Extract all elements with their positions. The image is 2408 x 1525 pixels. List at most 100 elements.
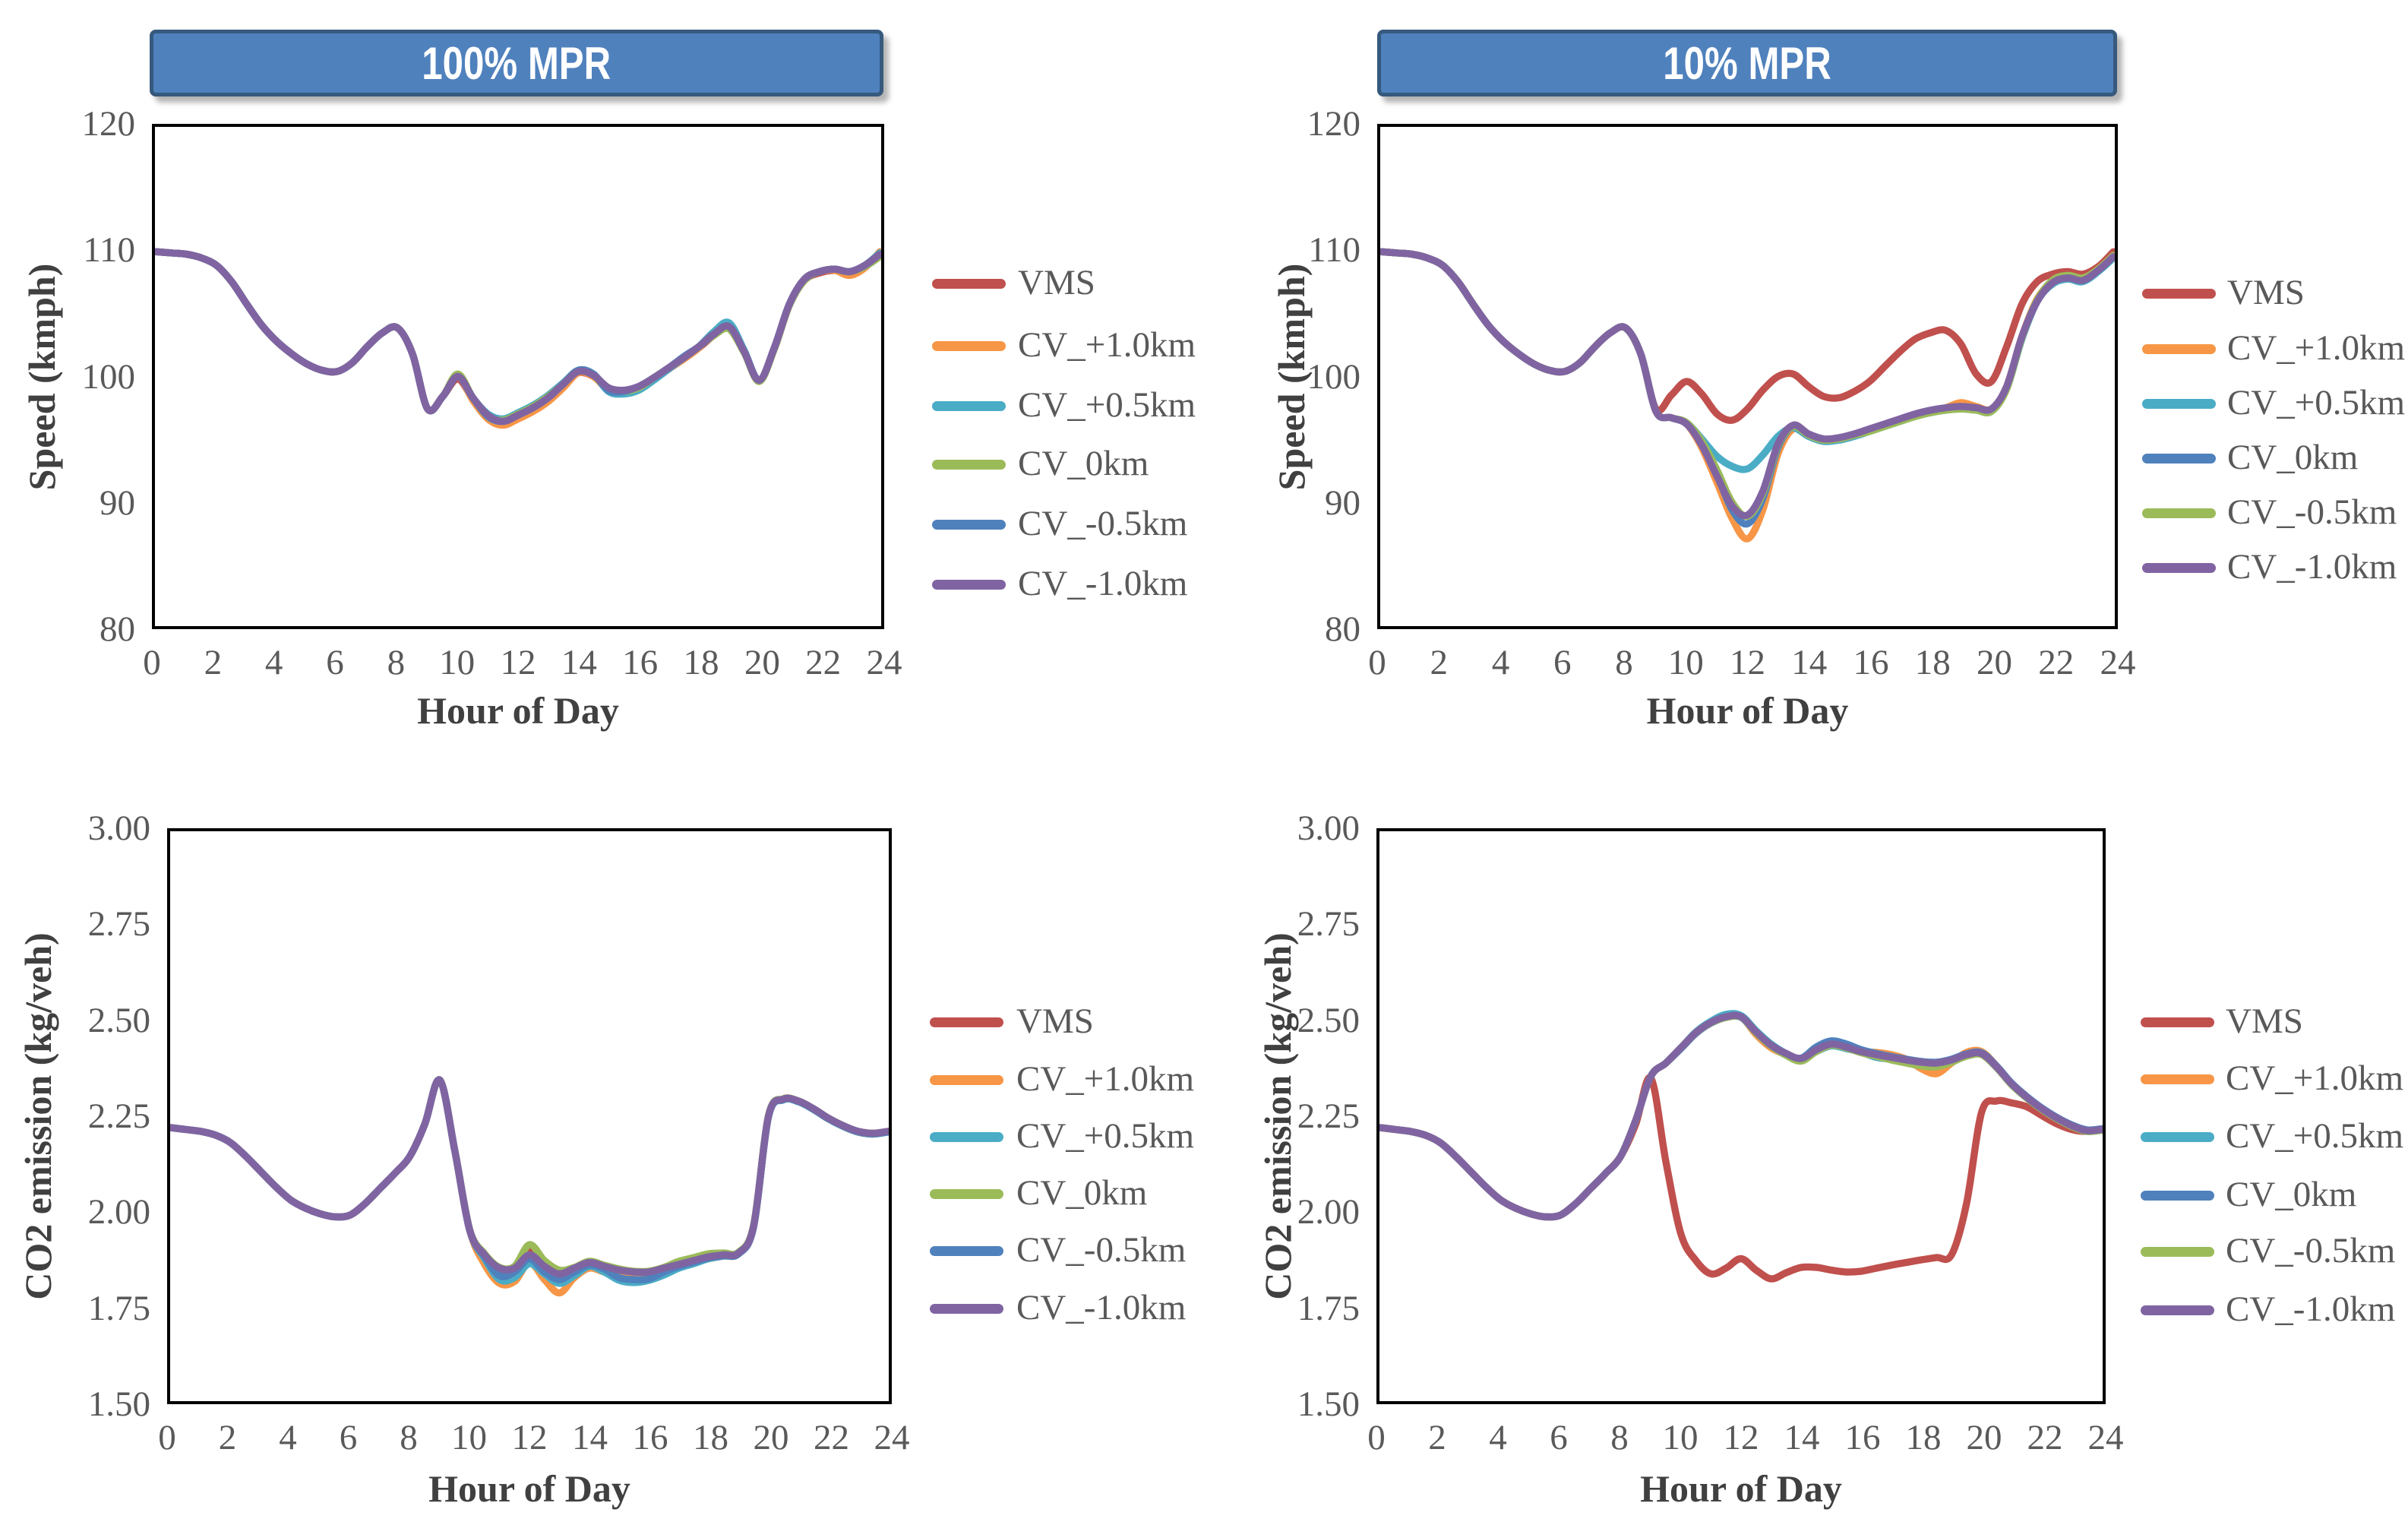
series-line-CV_-1.0km [155, 248, 881, 426]
legend-label-VMS: VMS [2226, 1001, 2303, 1041]
x-tick-label: 10 [1667, 643, 1704, 682]
x-tick-label: 6 [326, 643, 344, 682]
y-axis-title: Speed (kmph) [1270, 263, 1313, 490]
plot-area [1376, 828, 2106, 1404]
x-tick-label: 10 [451, 1418, 487, 1457]
legend-line-swatch-CV_-1.0km [2141, 1305, 2214, 1315]
legend-line-swatch-VMS [930, 1017, 1003, 1027]
x-tick-label: 2 [218, 1418, 237, 1457]
series-line-VMS [1380, 248, 2115, 424]
x-tick-label: 6 [1550, 1418, 1568, 1457]
x-tick-label: 16 [1853, 643, 1889, 682]
x-tick-label: 22 [805, 643, 842, 682]
x-tick-label: 14 [1791, 643, 1828, 682]
legend-line-swatch-CV_-0.5km [932, 520, 1006, 530]
legend-line-swatch-CV_+0.5km [930, 1132, 1003, 1142]
x-tick-label: 2 [204, 643, 223, 682]
series-line-CV_0km [1379, 1012, 2103, 1221]
series-line-VMS [1379, 1074, 2103, 1283]
y-tick-label: 3.00 [87, 808, 150, 848]
series-lines [1380, 248, 2115, 543]
x-tick-label: 22 [2027, 1418, 2063, 1457]
x-tick-label: 24 [874, 1418, 910, 1457]
series-line-VMS [170, 1076, 889, 1280]
series-line-CV_0km [170, 1076, 889, 1276]
legend-line-swatch-CV_+0.5km [2141, 1132, 2214, 1142]
legend-label-CV_-0.5km: CV_-0.5km [2227, 492, 2397, 532]
x-tick-label: 0 [1367, 1418, 1386, 1457]
legend-label-CV_+1.0km: CV_+1.0km [2227, 328, 2406, 368]
x-tick-label: 4 [279, 1418, 297, 1457]
y-tick-label: 2.00 [1297, 1192, 1360, 1232]
legend-line-swatch-CV_+1.0km [930, 1075, 1003, 1085]
plot-area [152, 124, 884, 629]
y-tick-label: 120 [81, 104, 136, 144]
legend-line-swatch-CV_0km [932, 460, 1006, 470]
legend-label-CV_-0.5km: CV_-0.5km [1016, 1230, 1187, 1270]
x-axis-title: Hour of Day [1646, 689, 1849, 732]
y-tick-label: 90 [1325, 482, 1360, 523]
x-tick-label: 4 [264, 643, 283, 682]
x-axis-title: Hour of Day [428, 1467, 630, 1510]
y-tick-label: 80 [1325, 609, 1360, 649]
legend-label-CV_-1.0km: CV_-1.0km [1016, 1288, 1187, 1327]
x-tick-label: 12 [500, 643, 536, 682]
series-line-CV_-1.0km [170, 1076, 889, 1278]
x-tick-label: 8 [1610, 1418, 1629, 1457]
legend-label-CV_0km: CV_0km [1016, 1173, 1148, 1213]
x-tick-label: 18 [1905, 1418, 1942, 1457]
series-line-CV_-1.0km [1380, 248, 2115, 520]
series-line-CV_-1.0km [1379, 1011, 2103, 1221]
legend-line-swatch-CV_-0.5km [2141, 1247, 2214, 1257]
x-tick-label: 4 [1491, 643, 1510, 682]
y-tick-label: 1.50 [1297, 1384, 1360, 1424]
y-tick-label: 2.00 [87, 1192, 150, 1232]
legend-label-CV_0km: CV_0km [2226, 1175, 2357, 1214]
x-tick-label: 14 [561, 643, 597, 682]
legend-label-CV_+0.5km: CV_+0.5km [2226, 1116, 2404, 1156]
x-tick-label: 8 [400, 1418, 418, 1457]
legend-label-CV_+0.5km: CV_+0.5km [1016, 1116, 1195, 1156]
legend-line-swatch-CV_-1.0km [932, 580, 1006, 590]
x-tick-label: 18 [1914, 643, 1951, 682]
column-header-10mpr-label: 10% MPR [1663, 37, 1831, 89]
legend-label-VMS: VMS [2227, 273, 2305, 312]
legend-label-VMS: VMS [1016, 1001, 1094, 1041]
x-tick-label: 16 [1844, 1418, 1881, 1457]
legend-label-CV_-1.0km: CV_-1.0km [1018, 564, 1188, 603]
legend-line-swatch-CV_-1.0km [930, 1304, 1003, 1314]
series-lines [155, 248, 881, 429]
series-line-CV_+1.0km [155, 248, 881, 429]
x-tick-label: 16 [632, 1418, 668, 1457]
legend-label-CV_-0.5km: CV_-0.5km [1018, 504, 1188, 543]
x-axis-title: Hour of Day [417, 689, 619, 732]
y-tick-label: 110 [1308, 230, 1360, 271]
x-tick-label: 24 [2087, 1418, 2124, 1457]
y-axis-title: CO2 emission (kg/veh) [1256, 932, 1299, 1300]
y-tick-label: 2.75 [87, 904, 150, 944]
legend-label-CV_+1.0km: CV_+1.0km [1016, 1059, 1195, 1099]
y-tick-label: 2.50 [1297, 1000, 1360, 1040]
legend-line-swatch-CV_0km [930, 1189, 1003, 1199]
legend-label-CV_0km: CV_0km [2227, 438, 2359, 477]
x-tick-label: 16 [622, 643, 659, 682]
series-line-CV_0km [1380, 248, 2115, 528]
x-tick-label: 0 [1368, 643, 1386, 682]
y-tick-label: 100 [1307, 356, 1361, 397]
x-tick-label: 20 [744, 643, 780, 682]
plot-area [1377, 124, 2118, 629]
y-tick-label: 90 [100, 482, 135, 523]
column-header-100mpr-label: 100% MPR [422, 37, 611, 89]
y-tick-label: 1.50 [87, 1384, 150, 1424]
x-tick-label: 0 [158, 1418, 176, 1457]
legend-label-CV_0km: CV_0km [1018, 444, 1149, 483]
series-line-CV_+0.5km [1379, 1010, 2103, 1221]
series-line-CV_0km [155, 248, 881, 424]
x-tick-label: 12 [1723, 1418, 1759, 1457]
series-line-CV_+1.0km [1380, 248, 2115, 543]
x-tick-label: 20 [1977, 643, 2012, 682]
